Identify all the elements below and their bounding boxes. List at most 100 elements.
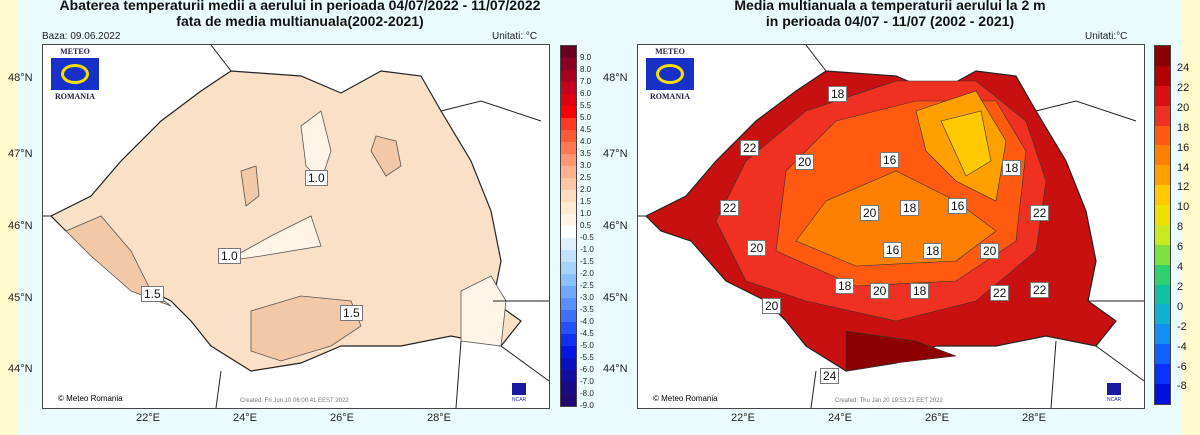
colorbar-tick: 3.5 (580, 149, 592, 158)
colorbar-tick: 18 (1177, 121, 1190, 134)
latitude-label: 45°N (603, 292, 628, 304)
colorbar-swatch (561, 370, 576, 382)
colorbar-swatch (561, 142, 576, 154)
colorbar-swatch (561, 262, 576, 274)
longitude-label: 24°E (828, 412, 852, 424)
colorbar-tick: -6.0 (580, 365, 594, 374)
colorbar-tick: -2.5 (580, 281, 594, 290)
colorbar-tick: -0.5 (580, 233, 594, 242)
colorbar-tick: 14 (1177, 161, 1190, 174)
longitude-label: 28°E (1022, 412, 1046, 424)
contour-label: 1.0 (218, 248, 241, 264)
colorbar-tick: -4.5 (580, 329, 594, 338)
colorbar-swatch (561, 310, 576, 322)
colorbar-tick: 4 (1177, 261, 1184, 273)
contour-label: 18 (900, 200, 920, 216)
right-copyright: © Meteo Romania (653, 394, 718, 403)
colorbar-swatch (561, 358, 576, 370)
colorbar-tick: 2.0 (580, 185, 592, 194)
colorbar-tick: 9.0 (580, 53, 592, 62)
contour-label: 18 (835, 278, 855, 294)
contour-label: 20 (762, 298, 782, 314)
latitude-label: 47°N (603, 148, 628, 160)
colorbar-tick: -3.5 (580, 305, 594, 314)
colorbar-swatch (561, 118, 576, 130)
right-colorbar (1154, 45, 1171, 405)
left-map (42, 44, 550, 409)
colorbar-swatch (561, 58, 576, 70)
colorbar-swatch (1155, 364, 1170, 384)
colorbar-swatch (1155, 65, 1170, 86)
colorbar-tick: 2.5 (580, 173, 592, 182)
colorbar-tick: -5.5 (580, 353, 594, 362)
colorbar-tick: -3.0 (580, 293, 594, 302)
colorbar-swatch (561, 46, 576, 58)
colorbar-tick: 4.5 (580, 125, 592, 134)
left-copyright: © Meteo Romania (58, 394, 123, 403)
colorbar-swatch (1155, 85, 1170, 106)
colorbar-swatch (1155, 125, 1170, 146)
ncar-logo (1107, 383, 1121, 395)
colorbar-tick: 6.0 (580, 89, 592, 98)
contour-label: 22 (740, 140, 760, 156)
contour-label: 16 (883, 242, 903, 258)
longitude-label: 22°E (731, 412, 755, 424)
romania-region (49, 70, 522, 372)
colorbar-tick: 8 (1177, 221, 1184, 234)
longitude-label: 28°E (427, 412, 451, 424)
contour-label: 20 (860, 205, 880, 221)
latitude-label: 44°N (8, 363, 33, 375)
colorbar-tick: 7.0 (580, 77, 592, 86)
colorbar-tick: 16 (1177, 141, 1190, 154)
colorbar-tick: 24 (1177, 62, 1190, 74)
colorbar-swatch (561, 286, 576, 298)
colorbar-swatch (1155, 324, 1170, 345)
longitude-label: 22°E (136, 412, 160, 424)
longitude-label: 26°E (330, 412, 354, 424)
contour-label: 1.0 (305, 170, 328, 186)
left-created: Created: Fri Jun 10 06:00:41 EEST 2022 (240, 398, 349, 404)
colorbar-swatch (1155, 224, 1170, 245)
colorbar-tick: 6 (1177, 241, 1184, 254)
colorbar-tick: -6 (1177, 360, 1187, 373)
latitude-label: 47°N (8, 148, 33, 160)
contour-label: 20 (795, 154, 815, 170)
colorbar-tick: 12 (1177, 181, 1190, 194)
colorbar-tick: 5.0 (580, 113, 592, 122)
colorbar-swatch (1155, 304, 1170, 325)
ncar-label: NCAR (512, 397, 527, 403)
latitude-label: 46°N (8, 220, 33, 232)
latitude-label: 48°N (603, 72, 628, 84)
colorbar-swatch (561, 322, 576, 334)
contour-label: 18 (923, 243, 943, 259)
contour-label: 16 (948, 198, 968, 214)
colorbar-tick: 8.0 (580, 65, 592, 74)
right-edge (1182, 0, 1200, 435)
contour-label: 1.5 (340, 305, 363, 321)
ncar-logo (512, 383, 526, 395)
colorbar-tick: 2 (1177, 280, 1184, 293)
left-edge (0, 0, 18, 435)
colorbar-swatch (1155, 46, 1170, 66)
colorbar-swatch (561, 382, 576, 394)
colorbar-swatch (561, 82, 576, 94)
colorbar-tick: 1.0 (580, 209, 592, 218)
colorbar-swatch (561, 154, 576, 166)
colorbar-tick: -1.5 (580, 257, 594, 266)
contour-label: 1.5 (141, 286, 164, 302)
colorbar-tick: -5.0 (580, 341, 594, 350)
latitude-label: 45°N (8, 292, 33, 304)
colorbar-tick: -9.0 (580, 401, 594, 410)
colorbar-swatch (1155, 264, 1170, 285)
colorbar-swatch (561, 106, 576, 118)
longitude-label: 24°E (233, 412, 257, 424)
colorbar-tick: -1.0 (580, 245, 594, 254)
colorbar-tick: 20 (1177, 101, 1190, 114)
colorbar-tick: -2 (1177, 320, 1187, 333)
colorbar-tick: -2.0 (580, 269, 594, 278)
colorbar-tick: -4 (1177, 340, 1187, 353)
colorbar-swatch (1155, 145, 1170, 166)
right-units: Unitati:°C (1085, 31, 1128, 42)
meteo-romania-logo: METEO ROMANIA (48, 47, 102, 101)
colorbar-swatch (1155, 344, 1170, 364)
